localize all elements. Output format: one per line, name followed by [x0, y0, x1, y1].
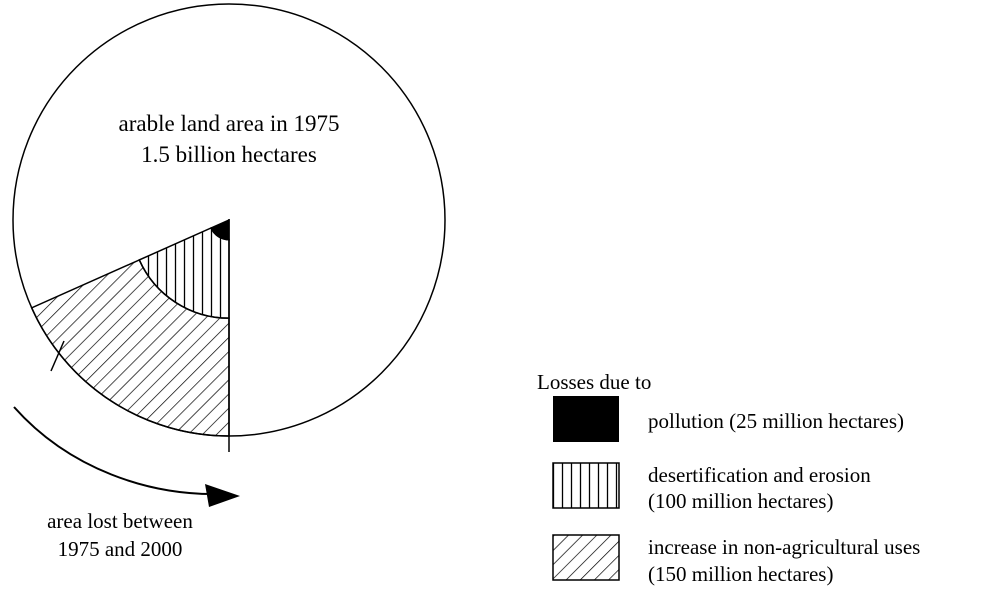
- legend-label-pollution: pollution (25 million hectares): [648, 409, 904, 433]
- wedge-non-agricultural: [30, 258, 230, 437]
- area-lost-label-line-2: 1975 and 2000: [58, 537, 183, 561]
- legend-label-non-agricultural-line-1: increase in non-agricultural uses: [648, 535, 920, 559]
- area-lost-label-line-1: area lost between: [47, 509, 193, 533]
- circle-label-line-2: 1.5 billion hectares: [141, 142, 317, 167]
- legend-label-desertification-line-1: desertification and erosion: [648, 463, 871, 487]
- legend-label-desertification-line-2: (100 million hectares): [648, 489, 833, 513]
- legend-swatch-non-agricultural: [552, 534, 620, 581]
- legend: Losses due to pollution (25 million hect…: [537, 370, 920, 586]
- legend-label-non-agricultural-line-2: (150 million hectares): [648, 562, 833, 586]
- area-lost-arrowhead: [205, 484, 240, 507]
- end-radius-extension: [50, 340, 65, 372]
- legend-title: Losses due to: [537, 370, 651, 394]
- area-lost-arrow: [13, 406, 218, 496]
- circle-label-line-1: arable land area in 1975: [119, 111, 340, 136]
- legend-swatch-pollution: [553, 396, 619, 442]
- legend-swatch-desertification: [552, 462, 620, 509]
